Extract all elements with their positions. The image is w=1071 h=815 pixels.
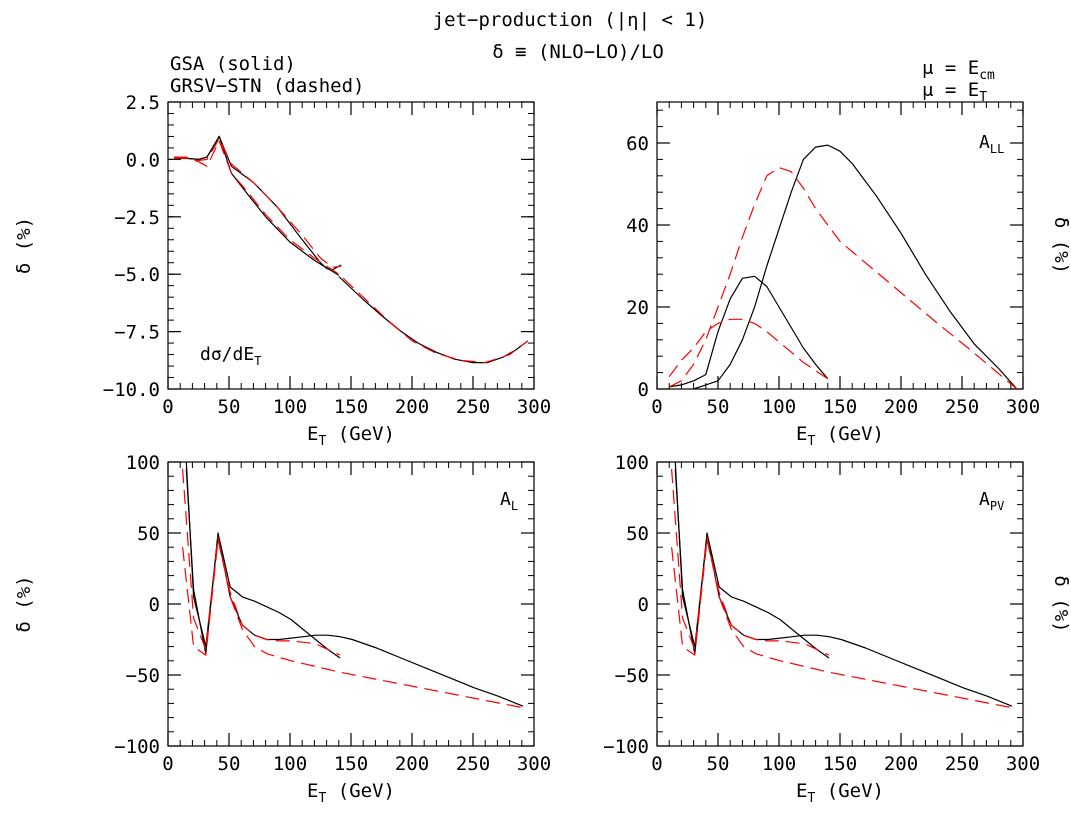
figure-title: jet−production (|η| < 1) — [433, 9, 708, 31]
x-axis-label: ET (GeV) — [307, 780, 395, 806]
x-tick-label: 50 — [218, 396, 241, 418]
legend-solid-label: GSA (solid) — [170, 53, 296, 75]
x-tick-label: 150 — [334, 753, 368, 775]
x-tick-label: 300 — [517, 753, 551, 775]
series-line-solid — [674, 462, 1013, 707]
panel-annotation: dσ/dET — [200, 344, 261, 368]
y-tick-label: 50 — [626, 523, 649, 545]
panel-top-left: 0 50 100 150 200 250 300 −10.0 −7.5 −5.0 −2.5 0.0 2.… — [13, 92, 551, 449]
plot-frame — [656, 461, 1024, 747]
series-line-solid — [185, 462, 524, 707]
y-tick-label: 20 — [626, 297, 649, 319]
y-tick-label: 0.0 — [126, 149, 160, 171]
y-tick-label: 50 — [137, 523, 160, 545]
y-tick-label: 0 — [638, 594, 649, 616]
panel-annotation: ALL — [979, 132, 1004, 156]
x-tick-label: 50 — [707, 753, 730, 775]
y-axis-label: δ (%) — [1050, 217, 1071, 274]
x-tick-label: 0 — [162, 753, 173, 775]
y-tick-label: 0 — [149, 594, 160, 616]
y-tick-label: −10.0 — [103, 379, 160, 401]
x-tick-label: 150 — [334, 396, 368, 418]
panel-top-right: 0 50 100 150 200 250 300 0 20 40 60 ET (GeV) δ (%) AL… — [626, 101, 1071, 449]
x-tick-label: 50 — [218, 753, 241, 775]
x-tick-label: 200 — [884, 396, 918, 418]
y-tick-label: 100 — [126, 452, 160, 474]
x-tick-label: 100 — [273, 753, 307, 775]
y-axis-label: δ (%) — [13, 217, 35, 274]
y-tick-label: 100 — [615, 452, 649, 474]
series-line-solid — [674, 469, 830, 659]
series-line-solid — [693, 144, 1018, 389]
plot-frame — [656, 101, 1024, 390]
y-axis-label: δ (%) — [1050, 575, 1071, 632]
x-tick-label: 0 — [162, 396, 173, 418]
x-tick-label: 300 — [517, 396, 551, 418]
x-tick-label: 250 — [945, 396, 979, 418]
x-tick-label: 250 — [456, 396, 490, 418]
plot-frame — [167, 461, 535, 747]
y-tick-label: 0 — [638, 379, 649, 401]
series-line-dashed — [668, 167, 1018, 389]
series-line-solid — [338, 276, 529, 364]
panel-annotation: AL — [500, 489, 518, 513]
x-tick-label: 200 — [884, 753, 918, 775]
x-tick-label: 250 — [945, 753, 979, 775]
y-tick-label: 2.5 — [126, 92, 160, 114]
y-tick-label: −100 — [603, 736, 649, 758]
series-line-solid — [185, 469, 341, 659]
y-tick-label: −50 — [615, 665, 649, 687]
series-line-dashed — [174, 138, 342, 268]
y-tick-label: −2.5 — [114, 207, 160, 229]
y-tick-label: 40 — [626, 215, 649, 237]
x-tick-label: 50 — [707, 396, 730, 418]
x-tick-label: 200 — [395, 753, 429, 775]
x-tick-label: 100 — [762, 753, 796, 775]
x-tick-label: 0 — [651, 396, 662, 418]
x-tick-label: 150 — [823, 753, 857, 775]
x-tick-label: 300 — [1006, 753, 1040, 775]
y-tick-label: −5.0 — [114, 264, 160, 286]
series-line-dashed — [671, 469, 1013, 709]
x-tick-label: 200 — [395, 396, 429, 418]
series-line-solid — [174, 135, 342, 271]
x-tick-label: 100 — [273, 396, 307, 418]
series-line-dashed — [174, 140, 529, 364]
y-tick-label: −7.5 — [114, 322, 160, 344]
series-line-solid — [669, 275, 829, 388]
series-line-dashed — [182, 469, 524, 709]
x-tick-label: 300 — [1006, 396, 1040, 418]
mu-t-label: μ = ET — [922, 79, 987, 105]
figure-definition: δ ≡ (NLO−LO)/LO — [492, 41, 664, 63]
x-axis-label: ET (GeV) — [796, 780, 884, 806]
x-tick-label: 150 — [823, 396, 857, 418]
scale-choice-label: μ = Ecm μ = ET — [922, 57, 995, 105]
y-tick-label: −100 — [114, 736, 160, 758]
y-tick-label: −50 — [126, 665, 160, 687]
series-line-dashed — [668, 318, 829, 380]
x-tick-label: 100 — [762, 396, 796, 418]
x-axis-label: ET (GeV) — [307, 423, 395, 449]
x-axis-label: ET (GeV) — [796, 423, 884, 449]
legend-dashed-label: GRSV−STN (dashed) — [170, 75, 364, 97]
x-tick-label: 250 — [456, 753, 490, 775]
x-tick-label: 0 — [651, 753, 662, 775]
mu-cm-label: μ = Ecm — [922, 57, 995, 83]
panel-annotation: APV — [979, 489, 1004, 513]
y-tick-label: 60 — [626, 133, 649, 155]
y-axis-label: δ (%) — [13, 575, 35, 632]
